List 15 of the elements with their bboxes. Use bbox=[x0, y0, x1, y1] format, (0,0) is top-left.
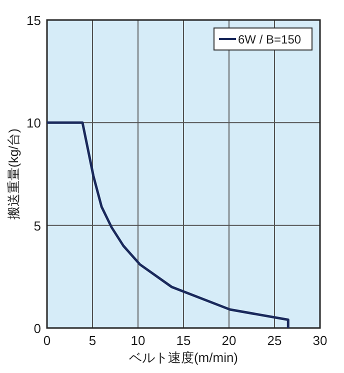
y-tick-label: 0 bbox=[34, 321, 41, 336]
line-series bbox=[46, 121, 290, 330]
y-tick-label: 5 bbox=[34, 218, 41, 234]
y-tick-label: 10 bbox=[26, 116, 41, 131]
x-tick-label: 15 bbox=[176, 333, 191, 348]
x-tick-label: 25 bbox=[267, 333, 282, 348]
x-tick-label: 5 bbox=[88, 333, 96, 348]
x-tick-label: 0 bbox=[43, 333, 51, 348]
y-axis-title: 搬送重量(kg/台) bbox=[6, 128, 21, 220]
x-axis-title: ベルト速度(m/min) bbox=[128, 350, 238, 365]
x-tick-label: 30 bbox=[312, 333, 328, 348]
y-tick-label: 15 bbox=[26, 13, 41, 28]
x-tick-label: 10 bbox=[130, 333, 146, 348]
legend-label: 6W / B=150 bbox=[238, 32, 302, 46]
x-tick-label: 20 bbox=[222, 333, 236, 348]
